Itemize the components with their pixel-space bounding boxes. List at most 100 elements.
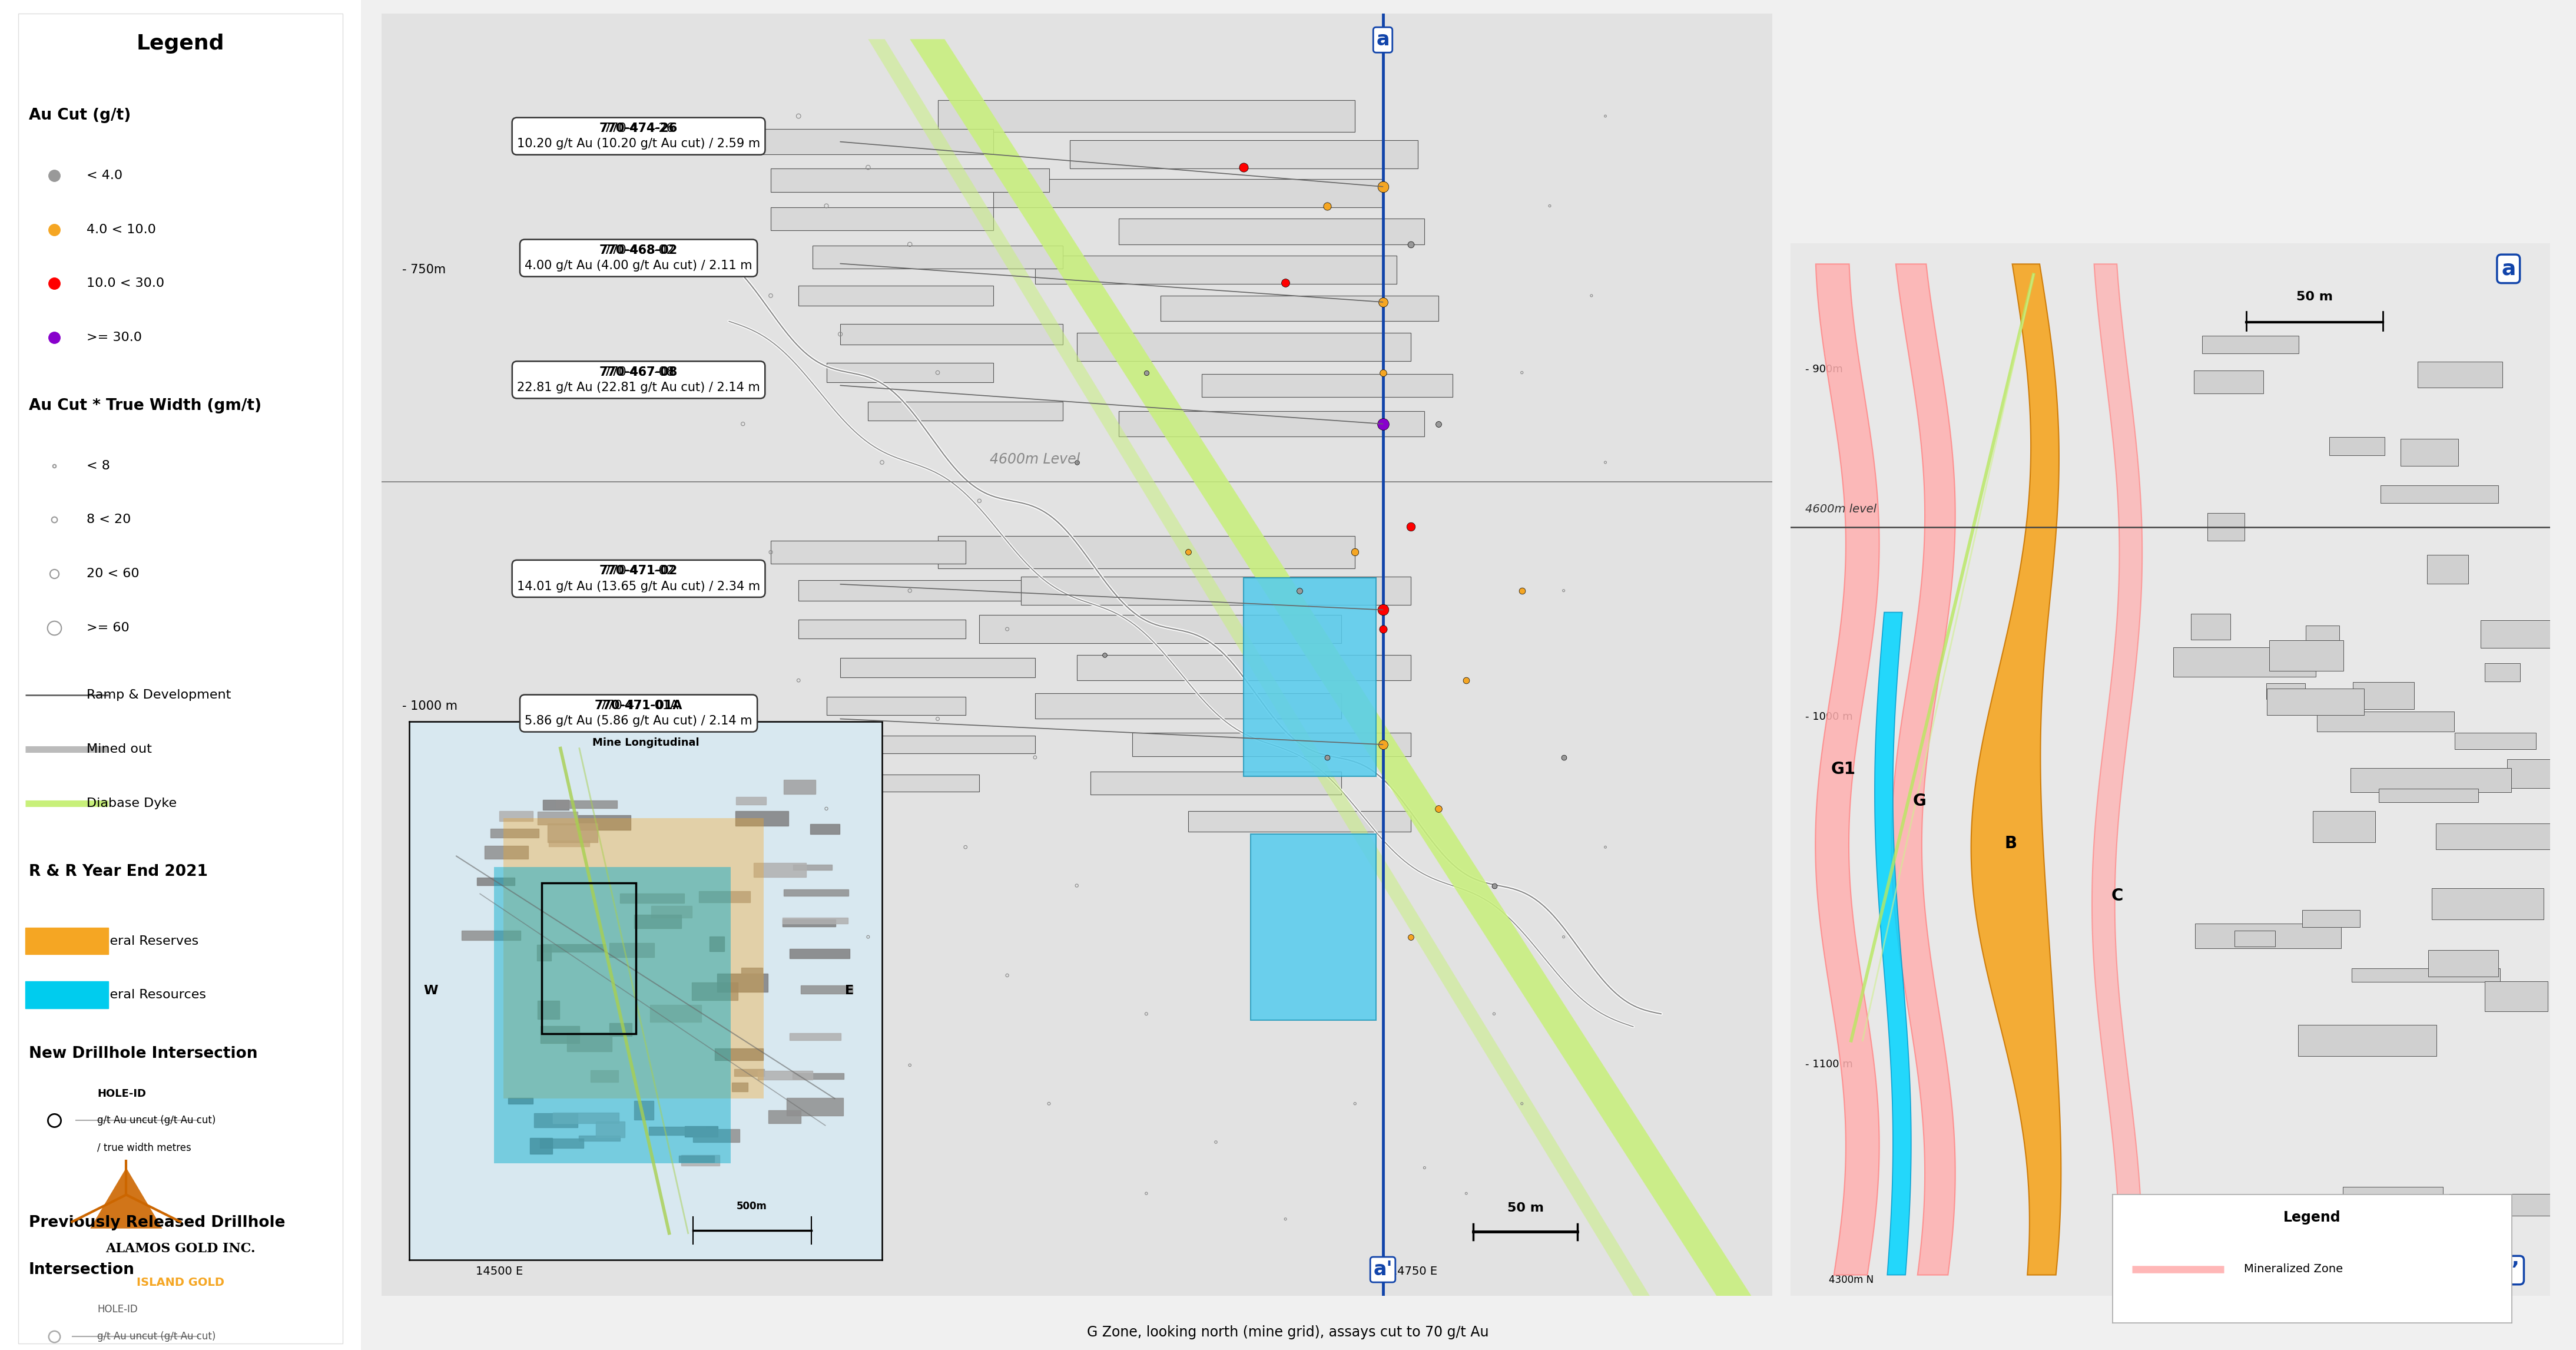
Bar [2486,981,2548,1011]
Text: Mined out: Mined out [88,744,152,755]
Point [1084,644,1126,666]
Point [750,541,791,563]
Bar [1118,219,1425,244]
Text: - 900m: - 900m [1806,365,1842,375]
Text: Ramp & Development: Ramp & Development [88,690,232,701]
Bar [840,775,979,791]
Text: 14750 E: 14750 E [1383,1265,1437,1277]
Text: ALAMOS GOLD INC.: ALAMOS GOLD INC. [106,1242,255,1256]
Bar [2267,689,2365,716]
Point [1278,579,1319,601]
Bar [2342,1187,2442,1207]
Bar [770,169,1048,192]
Point [1363,292,1404,313]
Text: 4400m N: 4400m N [2130,1274,2179,1285]
Bar [2483,663,2519,682]
Point [1445,670,1486,691]
Text: 50 m: 50 m [2295,292,2334,302]
Point [806,798,848,819]
Point [1265,271,1306,293]
Bar [811,246,1064,269]
Point [1502,362,1543,383]
Bar [1133,733,1412,756]
Polygon shape [1971,265,2061,1274]
Bar [2190,614,2231,640]
Text: Legend: Legend [2282,1210,2342,1224]
Point [1363,362,1404,383]
Point [1404,1157,1445,1179]
Bar [840,657,1036,678]
Bar [2313,811,2375,842]
Bar [2303,910,2360,927]
Text: a: a [1376,30,1388,50]
Text: 770-468-02
4.00 g/t Au (4.00 g/t Au cut) / 2.11 m: 770-468-02 4.00 g/t Au (4.00 g/t Au cut)… [526,244,752,271]
Point [945,836,987,859]
Bar [2352,768,2512,792]
Bar [2233,930,2275,946]
Bar [827,363,994,382]
Text: 770-467-08: 770-467-08 [600,366,677,378]
Bar [1118,410,1425,436]
Bar [1036,694,1342,718]
Text: New Drillhole Intersection: New Drillhole Intersection [28,1046,258,1061]
Bar [2195,923,2342,948]
Text: 770-471-02: 770-471-02 [600,564,677,576]
Point [1571,285,1613,306]
Text: a': a' [1373,1260,1394,1280]
Point [848,926,889,948]
Text: 14500 E: 14500 E [477,1265,523,1277]
Polygon shape [1816,265,1880,1274]
Text: HOLE-ID: HOLE-ID [98,1088,147,1099]
Bar [2419,362,2501,387]
Bar [2352,968,2501,981]
Bar [2378,788,2478,802]
Text: HOLE-ID: HOLE-ID [98,1304,139,1315]
Bar [938,100,1355,132]
Bar [1090,771,1342,795]
Point [1306,747,1347,768]
Bar [2427,555,2468,583]
Text: a’: a’ [2496,1260,2519,1280]
Bar [1203,374,1453,397]
Point [1056,451,1097,472]
Bar [2306,626,2339,653]
Point [1126,1183,1167,1204]
Text: Previously Released Drillhole: Previously Released Drillhole [28,1215,286,1230]
Text: 4500m N: 4500m N [2388,1274,2439,1285]
Point [721,413,762,435]
Point [1167,541,1208,563]
Text: G Zone, looking north (mine grid), assays cut to 70 g/t Au: G Zone, looking north (mine grid), assay… [1087,1326,1489,1339]
Point [1391,234,1432,255]
Text: - 750m: - 750m [402,265,446,275]
Bar [1069,140,1417,169]
Point [1306,194,1347,216]
Bar [2318,711,2455,732]
Bar [742,128,994,154]
Text: >= 30.0: >= 30.0 [88,332,142,343]
Bar [799,580,1020,601]
Text: / true width metres: / true width metres [98,1142,191,1153]
Text: G1: G1 [1832,761,1855,778]
Text: - 1000 m: - 1000 m [402,701,459,711]
Point [889,579,930,601]
Bar [2329,437,2385,455]
Text: G: G [1914,792,1927,810]
Polygon shape [2092,265,2143,1274]
Point [958,490,999,512]
Bar [799,620,966,639]
Bar [868,736,1036,753]
Bar [2195,371,2264,394]
Point [778,105,819,127]
Point [1265,1208,1306,1230]
Point [1543,747,1584,768]
Text: 770-471-01A: 770-471-01A [595,699,683,711]
Bar [2352,682,2414,709]
Bar [938,536,1355,568]
Polygon shape [90,1168,162,1228]
Bar [2174,647,2316,676]
Point [1363,599,1404,621]
Text: 20 < 60: 20 < 60 [88,568,139,579]
Bar [868,401,1064,421]
Text: 770-471-02
14.01 g/t Au (13.65 g/t Au cut) / 2.34 m: 770-471-02 14.01 g/t Au (13.65 g/t Au cu… [518,564,760,593]
Bar [770,540,966,564]
